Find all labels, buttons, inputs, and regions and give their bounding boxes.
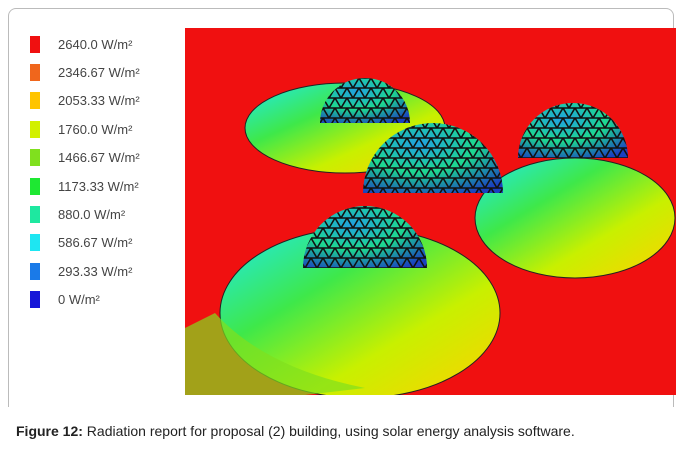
legend-swatch <box>30 263 40 280</box>
legend-label: 0 W/m² <box>58 292 100 307</box>
legend-swatch <box>30 291 40 308</box>
legend-item: 0 W/m² <box>30 286 140 314</box>
legend-label: 1760.0 W/m² <box>58 122 132 137</box>
legend: 2640.0 W/m² 2346.67 W/m² 2053.33 W/m² 1760.… <box>30 30 140 314</box>
legend-item: 2640.0 W/m² <box>30 30 140 58</box>
legend-label: 2640.0 W/m² <box>58 37 132 52</box>
page: 2640.0 W/m² 2346.67 W/m² 2053.33 W/m² 1760.… <box>0 0 676 466</box>
legend-swatch <box>30 149 40 166</box>
caption-text: Radiation report for proposal (2) buildi… <box>83 423 575 439</box>
legend-item: 2346.67 W/m² <box>30 58 140 86</box>
legend-swatch <box>30 36 40 53</box>
legend-swatch <box>30 178 40 195</box>
radiation-render <box>185 28 676 395</box>
legend-label: 2053.33 W/m² <box>58 93 140 108</box>
legend-swatch <box>30 92 40 109</box>
legend-item: 1173.33 W/m² <box>30 172 140 200</box>
legend-item: 293.33 W/m² <box>30 257 140 285</box>
caption-label: Figure 12: <box>16 423 83 439</box>
legend-label: 1466.67 W/m² <box>58 150 140 165</box>
legend-label: 586.67 W/m² <box>58 235 132 250</box>
legend-swatch <box>30 64 40 81</box>
legend-label: 293.33 W/m² <box>58 264 132 279</box>
legend-item: 586.67 W/m² <box>30 229 140 257</box>
legend-label: 1173.33 W/m² <box>58 179 139 194</box>
legend-item: 1466.67 W/m² <box>30 144 140 172</box>
legend-swatch <box>30 206 40 223</box>
legend-item: 1760.0 W/m² <box>30 115 140 143</box>
legend-swatch <box>30 234 40 251</box>
caption: Figure 12: Radiation report for proposal… <box>16 420 666 442</box>
legend-swatch <box>30 121 40 138</box>
legend-label: 2346.67 W/m² <box>58 65 140 80</box>
legend-item: 880.0 W/m² <box>30 200 140 228</box>
legend-label: 880.0 W/m² <box>58 207 125 222</box>
legend-item: 2053.33 W/m² <box>30 87 140 115</box>
